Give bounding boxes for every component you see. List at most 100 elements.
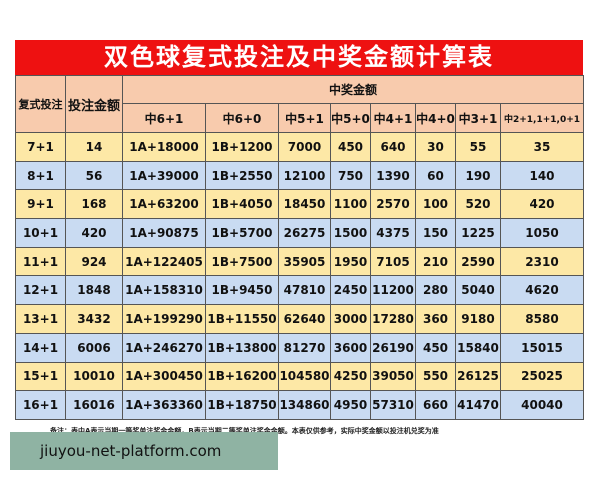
header-prize: 中5+0 — [330, 103, 371, 133]
table-cell: 62640 — [278, 304, 331, 334]
table-cell: 1B+11550 — [205, 304, 279, 334]
table-row: 7+1 14 1A+18000 1B+1200 7000 450 640 30 55 35 — [15, 132, 585, 162]
table-cell: 25025 — [499, 361, 585, 392]
table-row: 8+1 56 1A+39000 1B+2550 12100 750 1390 60 190 140 — [15, 160, 585, 191]
table-cell: 1848 — [65, 275, 123, 306]
table-cell: 1500 — [330, 218, 371, 248]
table-cell: 1B+1200 — [205, 132, 279, 162]
table-cell: 640 — [370, 132, 416, 162]
table-cell: 1A+39000 — [122, 160, 206, 191]
header-amount: 投注金额 — [65, 75, 123, 133]
header-prize: 中6+1 — [122, 103, 206, 133]
header-prize: 中6+0 — [205, 103, 279, 133]
table-cell: 7105 — [370, 246, 416, 277]
table-cell: 1A+122405 — [122, 246, 206, 277]
header-prize: 中4+1 — [370, 103, 416, 133]
table-cell: 26190 — [370, 332, 416, 363]
table-cell: 55 — [455, 132, 501, 162]
table-cell: 168 — [65, 189, 123, 220]
table-cell: 4950 — [330, 390, 371, 420]
table-cell: 26275 — [278, 218, 331, 248]
table-cell: 8+1 — [15, 160, 66, 191]
table-cell: 39050 — [370, 361, 416, 392]
table-cell: 81270 — [278, 332, 331, 363]
table-cell: 2310 — [499, 246, 585, 277]
table-cell: 280 — [415, 275, 456, 306]
table-cell: 1950 — [330, 246, 371, 277]
table-cell: 15015 — [499, 332, 585, 363]
table-cell: 40040 — [499, 390, 585, 420]
table-cell: 7+1 — [15, 132, 66, 162]
table-cell: 1A+300450 — [122, 361, 206, 392]
table-cell: 420 — [65, 218, 123, 248]
header-prize-group: 中奖金额 — [121, 75, 585, 104]
table-cell: 14 — [65, 132, 123, 162]
table-cell: 15+1 — [15, 361, 66, 392]
table-row: 13+1 3432 1A+199290 1B+11550 62640 3000 17280 3… — [15, 304, 585, 334]
table-cell: 26125 — [455, 361, 501, 392]
table-cell: 1B+9450 — [205, 275, 279, 306]
table-cell: 35 — [499, 132, 585, 162]
table-cell: 1A+90875 — [122, 218, 206, 248]
header-bet: 复式投注 — [15, 75, 66, 133]
table-cell: 1A+246270 — [122, 332, 206, 363]
table-cell: 10010 — [65, 361, 123, 392]
table-cell: 11200 — [370, 275, 416, 306]
table-cell: 41470 — [455, 390, 501, 420]
table-row: 11+1 924 1A+122405 1B+7500 35905 1950 7105 210 2… — [15, 246, 585, 277]
table-cell: 4620 — [499, 275, 585, 306]
table-cell: 1A+199290 — [122, 304, 206, 334]
header-prize: 中5+1 — [278, 103, 331, 133]
table-cell: 3432 — [65, 304, 123, 334]
table-cell: 1B+2550 — [205, 160, 279, 191]
table-cell: 1A+63200 — [122, 189, 206, 220]
table-cell: 420 — [499, 189, 585, 220]
table-cell: 1B+18750 — [205, 390, 279, 420]
table-cell: 9180 — [455, 304, 501, 334]
table-cell: 450 — [330, 132, 371, 162]
table-cell: 12100 — [278, 160, 331, 191]
table-cell: 30 — [415, 132, 456, 162]
table-cell: 18450 — [278, 189, 331, 220]
table-cell: 3000 — [330, 304, 371, 334]
table-cell: 4375 — [370, 218, 416, 248]
table-cell: 1050 — [499, 218, 585, 248]
table-row: 15+1 10010 1A+300450 1B+16200 104580 4250 3905… — [15, 361, 585, 392]
table-cell: 100 — [415, 189, 456, 220]
footnote: 备注：表中A表示当期一等奖单注奖金金额，B表示当期二等奖单注奖金金额。本表仅供参… — [50, 427, 439, 435]
table-title: 双色球复式投注及中奖金额计算表 — [15, 40, 583, 75]
table-cell: 8580 — [499, 304, 585, 334]
table-cell: 190 — [455, 160, 501, 191]
table-cell: 11+1 — [15, 246, 66, 277]
header-prize: 中4+0 — [415, 103, 456, 133]
header-prize: 中2+1,1+1,0+1 — [499, 103, 585, 133]
table-cell: 140 — [499, 160, 585, 191]
table-cell: 9+1 — [15, 189, 66, 220]
table-cell: 7000 — [278, 132, 331, 162]
table-cell: 1A+18000 — [122, 132, 206, 162]
table-cell: 1100 — [330, 189, 371, 220]
table-cell: 16+1 — [15, 390, 66, 420]
table-cell: 15840 — [455, 332, 501, 363]
table-cell: 924 — [65, 246, 123, 277]
table-cell: 1B+4050 — [205, 189, 279, 220]
table-cell: 1390 — [370, 160, 416, 191]
prize-table: 复式投注 投注金额 中奖金额 中6+1 中6+0 中5+1 中5+0 中4+1 中4+0 中… — [15, 75, 585, 420]
table-cell: 210 — [415, 246, 456, 277]
table-cell: 10+1 — [15, 218, 66, 248]
table-cell: 360 — [415, 304, 456, 334]
table-cell: 104580 — [278, 361, 331, 392]
table-row: 16+1 16016 1A+363360 1B+18750 134860 4950 5731… — [15, 390, 585, 420]
table-row: 12+1 1848 1A+158310 1B+9450 47810 2450 11200 28… — [15, 275, 585, 306]
table-cell: 1B+16200 — [205, 361, 279, 392]
table-cell: 6006 — [65, 332, 123, 363]
table-cell: 1B+7500 — [205, 246, 279, 277]
table-cell: 1B+13800 — [205, 332, 279, 363]
table-cell: 4250 — [330, 361, 371, 392]
table-cell: 47810 — [278, 275, 331, 306]
table-cell: 56 — [65, 160, 123, 191]
table-cell: 13+1 — [15, 304, 66, 334]
table-cell: 2570 — [370, 189, 416, 220]
table-cell: 1A+363360 — [122, 390, 206, 420]
table-row: 14+1 6006 1A+246270 1B+13800 81270 3600 26190 4… — [15, 332, 585, 363]
